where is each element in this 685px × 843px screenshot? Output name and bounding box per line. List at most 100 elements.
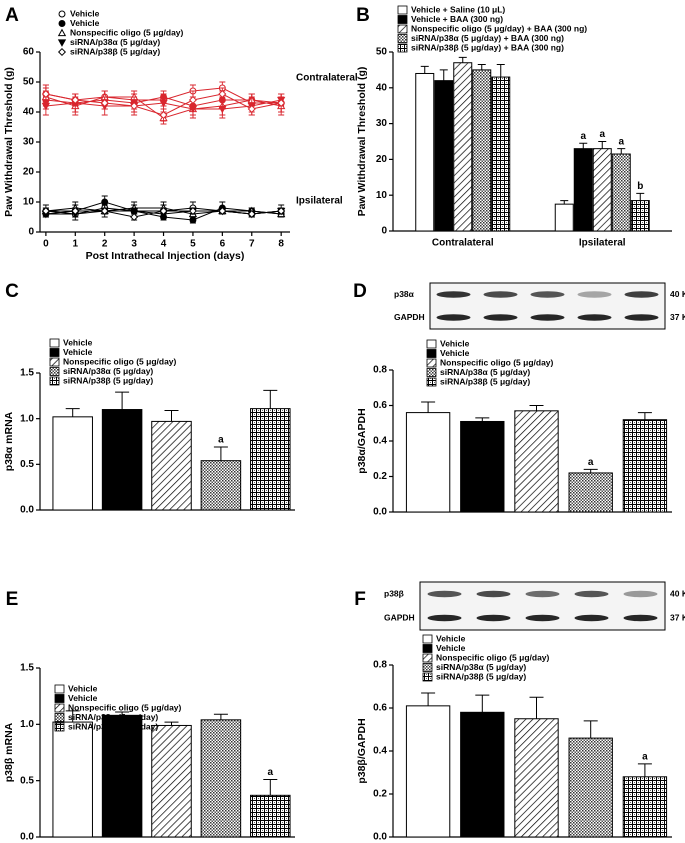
legend-swatch — [426, 358, 437, 368]
legend-marker — [57, 28, 67, 37]
legend-label: Nonspecific oligo (5 μg/day) — [63, 356, 177, 366]
y-tick-label: 30 — [23, 137, 35, 148]
blot-size-label: 40 KD — [670, 289, 685, 299]
legend-label: Vehicle — [68, 683, 98, 693]
bar — [200, 719, 242, 838]
bar — [453, 62, 473, 232]
marker — [159, 110, 168, 120]
error-bar — [65, 710, 80, 723]
blot-band — [574, 590, 609, 598]
marker — [188, 206, 197, 216]
legend-swatch — [422, 644, 433, 653]
legend-swatch — [426, 368, 437, 377]
error-bar — [213, 713, 228, 720]
bar — [622, 776, 668, 838]
x-tick-label: 8 — [278, 239, 284, 250]
panel-label: C — [5, 281, 19, 302]
blot-band — [624, 314, 659, 321]
annotation: a — [599, 129, 605, 140]
legend-swatch — [426, 339, 437, 349]
x-tick-label: 1 — [73, 239, 79, 250]
error-bar — [496, 64, 505, 78]
y-tick-label: 40 — [376, 82, 388, 93]
marker — [100, 206, 109, 216]
y-tick-label: 0.6 — [373, 400, 387, 411]
blot-row-label: GAPDH — [394, 312, 425, 322]
y-tick-label: 50 — [23, 77, 35, 88]
legend-label: Vehicle — [436, 633, 466, 643]
bar — [405, 705, 451, 838]
x-tick-label: 7 — [249, 239, 255, 250]
error-bar — [65, 408, 80, 417]
legend-label: Vehicle + BAA (300 ng) — [411, 14, 503, 24]
blot-band — [483, 314, 518, 321]
blot-band — [574, 614, 609, 622]
error-bar — [637, 763, 652, 777]
error-bar — [263, 389, 278, 409]
panel-label: A — [5, 5, 19, 26]
y-tick-label: 0.5 — [20, 775, 34, 786]
annotation: a — [268, 767, 274, 778]
legend-label: Vehicle — [63, 347, 93, 357]
marker — [218, 89, 227, 99]
legend-label: siRNA/p38β (5 μg/day) — [70, 46, 160, 56]
y-tick-label: 1.5 — [20, 663, 34, 674]
legend-swatch — [49, 348, 60, 357]
x-tick-label: 5 — [190, 239, 196, 250]
error-bar — [477, 64, 486, 70]
y-tick-label: 1.5 — [20, 368, 34, 379]
error-bar — [263, 779, 278, 796]
legend-swatch — [422, 672, 433, 682]
legend-swatch — [397, 15, 408, 24]
y-tick-label: 1.0 — [20, 413, 34, 424]
legend-label: Nonspecific oligo (5 μg/day) + BAA (300 … — [411, 23, 587, 33]
legend-label: Vehicle — [63, 337, 93, 347]
legend-label: Nonspecific oligo (5 μg/day) — [440, 357, 554, 367]
x-axis-label: Post Intrathecal Injection (days) — [86, 250, 245, 262]
error-bar — [579, 142, 588, 149]
y-axis-label: p38β mRNA — [3, 722, 15, 782]
legend-swatch — [422, 634, 433, 644]
blot-band — [623, 590, 658, 598]
blot-band — [623, 614, 658, 622]
legend-label: Nonspecific oligo (5 μg/day) — [68, 702, 182, 712]
bar — [514, 718, 559, 838]
x-tick-label: Contralateral — [432, 238, 494, 249]
error-bar — [115, 391, 130, 410]
blot-band — [427, 590, 462, 598]
y-axis-label: Paw Withdrawal Threshold (g) — [3, 67, 15, 217]
annotation: a — [642, 752, 648, 763]
bar — [250, 408, 291, 511]
y-tick-label: 0.8 — [373, 660, 387, 671]
bar — [573, 148, 593, 232]
blot-band — [624, 291, 659, 298]
legend-swatch — [54, 722, 65, 732]
error-bar — [213, 446, 228, 461]
y-tick-label: 0.0 — [373, 832, 387, 843]
legend-label: Vehicle — [440, 338, 470, 348]
error-bar — [458, 56, 467, 63]
y-tick-label: 1.0 — [20, 719, 34, 730]
marker — [218, 105, 227, 114]
blot-band — [427, 614, 462, 622]
bar — [52, 416, 93, 511]
error-bar — [421, 401, 436, 413]
legend-label: Vehicle — [70, 18, 100, 28]
legend-swatch — [426, 377, 437, 387]
marker — [130, 212, 139, 222]
legend-label: siRNA/p38β (5 μg/day) — [68, 721, 158, 731]
group-label: Contralateral — [296, 73, 358, 84]
y-tick-label: 10 — [376, 190, 388, 201]
legend-swatch — [397, 5, 408, 15]
bar — [460, 711, 505, 838]
blot-size-label: 37 KD — [670, 612, 685, 622]
blot-size-label: 40 KD — [670, 588, 685, 598]
y-tick-label: 10 — [23, 197, 35, 208]
legend-label: siRNA/p38β (5 μg/day) — [440, 376, 530, 386]
marker — [277, 98, 286, 108]
marker — [41, 206, 50, 216]
marker — [159, 99, 168, 108]
blot-band — [436, 291, 471, 298]
panel-label: F — [354, 589, 366, 610]
